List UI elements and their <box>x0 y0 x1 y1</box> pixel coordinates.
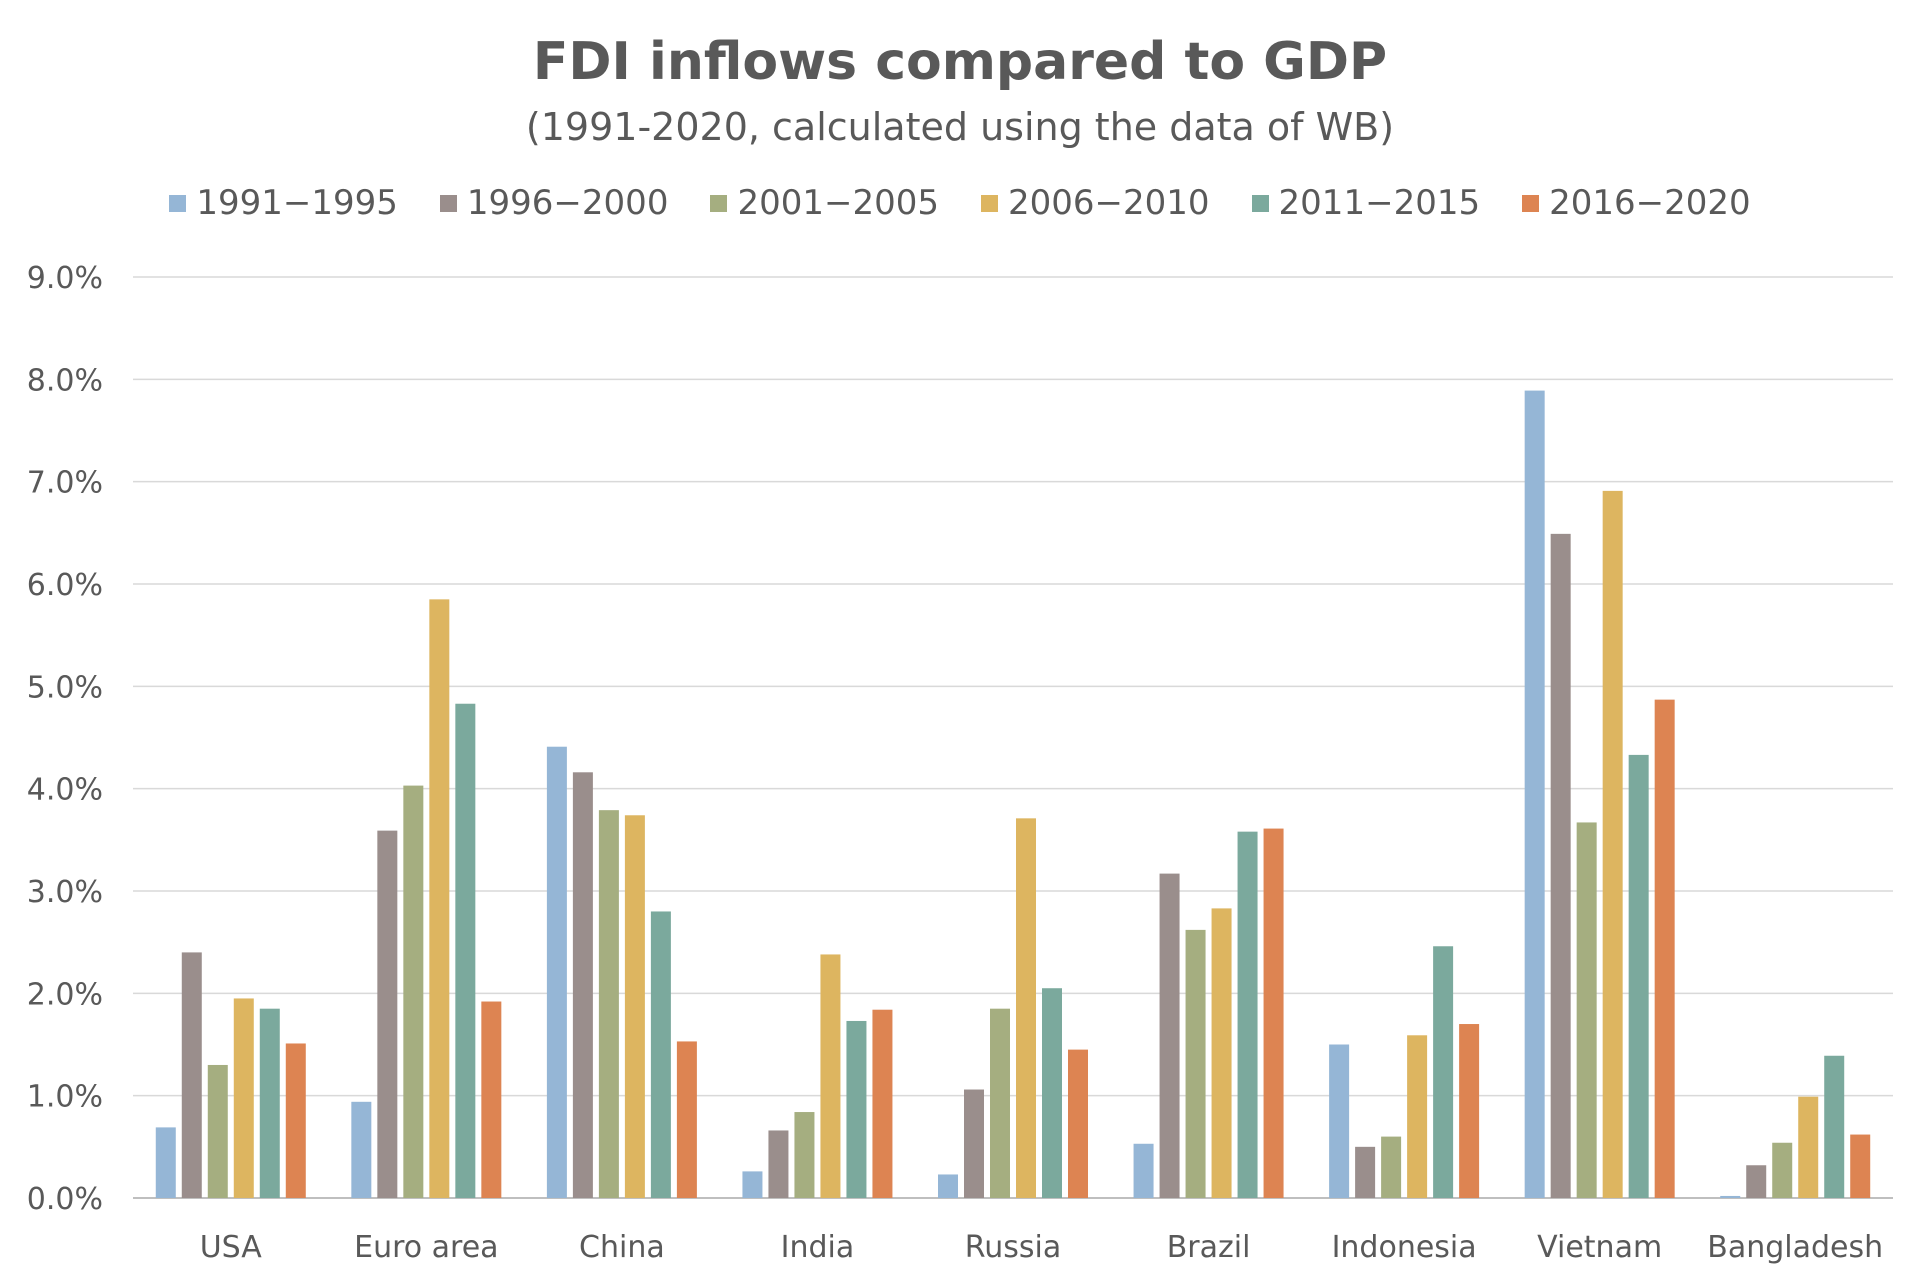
legend-item: 2006−2010 <box>981 183 1210 223</box>
y-tick-label: 5.0% <box>27 670 103 705</box>
bar <box>1550 533 1571 1198</box>
bar <box>598 810 619 1198</box>
legend-item: 2001−2005 <box>710 183 939 223</box>
bar <box>1576 822 1597 1198</box>
bar <box>1628 754 1649 1198</box>
x-category-label: USA <box>200 1230 263 1265</box>
bar <box>429 599 450 1198</box>
bar <box>1772 1142 1793 1198</box>
x-category-label: Vietnam <box>1537 1230 1662 1265</box>
bar <box>1159 873 1180 1198</box>
bar <box>1329 1044 1350 1198</box>
bar <box>259 1008 280 1198</box>
bar <box>1524 390 1545 1199</box>
x-category-label: India <box>781 1230 855 1265</box>
chart-subtitle: (1991-2020, calculated using the data of… <box>525 105 1395 149</box>
bar <box>1850 1134 1871 1198</box>
bar <box>1746 1165 1767 1198</box>
bar <box>377 830 398 1198</box>
legend-swatch <box>439 194 457 212</box>
y-tick-label: 0.0% <box>27 1182 103 1217</box>
bar <box>1263 828 1284 1198</box>
bar <box>768 1130 789 1198</box>
legend-label: 2006−2010 <box>1008 183 1210 223</box>
bar <box>1381 1136 1402 1198</box>
bar <box>1407 1035 1428 1198</box>
bar <box>1602 490 1623 1198</box>
bar <box>676 1041 697 1198</box>
x-category-label: Indonesia <box>1332 1230 1477 1265</box>
legend-label: 2001−2005 <box>737 183 939 223</box>
bar <box>990 1008 1010 1198</box>
y-tick-label: 7.0% <box>27 466 103 501</box>
x-category-label: Brazil <box>1167 1230 1251 1265</box>
bar <box>1720 1195 1741 1198</box>
bar <box>872 1009 893 1198</box>
legend-swatch <box>1522 194 1540 212</box>
bar <box>1211 908 1232 1198</box>
y-tick-label: 3.0% <box>27 875 103 910</box>
y-tick-label: 9.0% <box>27 261 103 296</box>
bar <box>1237 831 1258 1198</box>
x-category-label: Euro area <box>354 1230 498 1265</box>
legend-item: 2016−2020 <box>1522 183 1751 223</box>
bar <box>285 1043 306 1198</box>
bar <box>207 1064 228 1198</box>
bar <box>233 998 254 1198</box>
bar <box>1355 1146 1376 1198</box>
legend-label: 2011−2015 <box>1278 183 1481 223</box>
bar <box>964 1089 984 1198</box>
chart-title: FDI inflows compared to GDP <box>532 32 1388 92</box>
bar <box>938 1174 958 1198</box>
legend-label: 2016−2020 <box>1549 183 1751 223</box>
bar <box>624 815 645 1198</box>
bar <box>455 703 476 1198</box>
legend-item: 1996−2000 <box>439 183 669 223</box>
bar <box>742 1171 763 1198</box>
legend: 1991−1995 1996−2000 2001−2005 2006−2010 … <box>0 183 1920 223</box>
bar <box>351 1101 372 1198</box>
y-tick-label: 6.0% <box>27 568 103 603</box>
x-category-label: Russia <box>965 1230 1062 1265</box>
legend-item: 2011−2015 <box>1251 183 1481 223</box>
legend-label: 1991−1995 <box>196 183 398 223</box>
bar <box>181 952 202 1198</box>
y-tick-label: 4.0% <box>27 773 103 808</box>
legend-item: 1991−1995 <box>169 183 398 223</box>
bar <box>820 954 841 1198</box>
bar <box>650 911 671 1198</box>
bar <box>572 772 593 1198</box>
legend-swatch <box>981 194 998 212</box>
bar <box>1042 988 1062 1198</box>
bar <box>1433 946 1454 1198</box>
bar <box>1068 1049 1088 1198</box>
bar <box>1459 1024 1480 1198</box>
legend-swatch <box>1251 194 1269 212</box>
y-tick-label: 1.0% <box>27 1080 103 1115</box>
y-tick-label: 8.0% <box>27 363 103 398</box>
bar <box>1798 1096 1819 1198</box>
legend-swatch <box>169 194 187 212</box>
bar <box>155 1127 176 1198</box>
bar <box>481 1001 502 1198</box>
bar <box>1016 818 1036 1198</box>
legend-swatch <box>710 194 728 212</box>
bar <box>846 1020 867 1198</box>
bar <box>794 1112 815 1198</box>
x-category-label: Bangladesh <box>1707 1230 1883 1265</box>
x-category-label: China <box>579 1230 665 1265</box>
bar <box>403 785 424 1198</box>
bar <box>1185 929 1206 1198</box>
bar <box>1824 1055 1845 1198</box>
y-tick-label: 2.0% <box>27 977 103 1012</box>
bar <box>546 746 567 1198</box>
legend-label: 1996−2000 <box>466 183 669 223</box>
bar <box>1133 1143 1154 1198</box>
bar <box>1654 699 1675 1198</box>
